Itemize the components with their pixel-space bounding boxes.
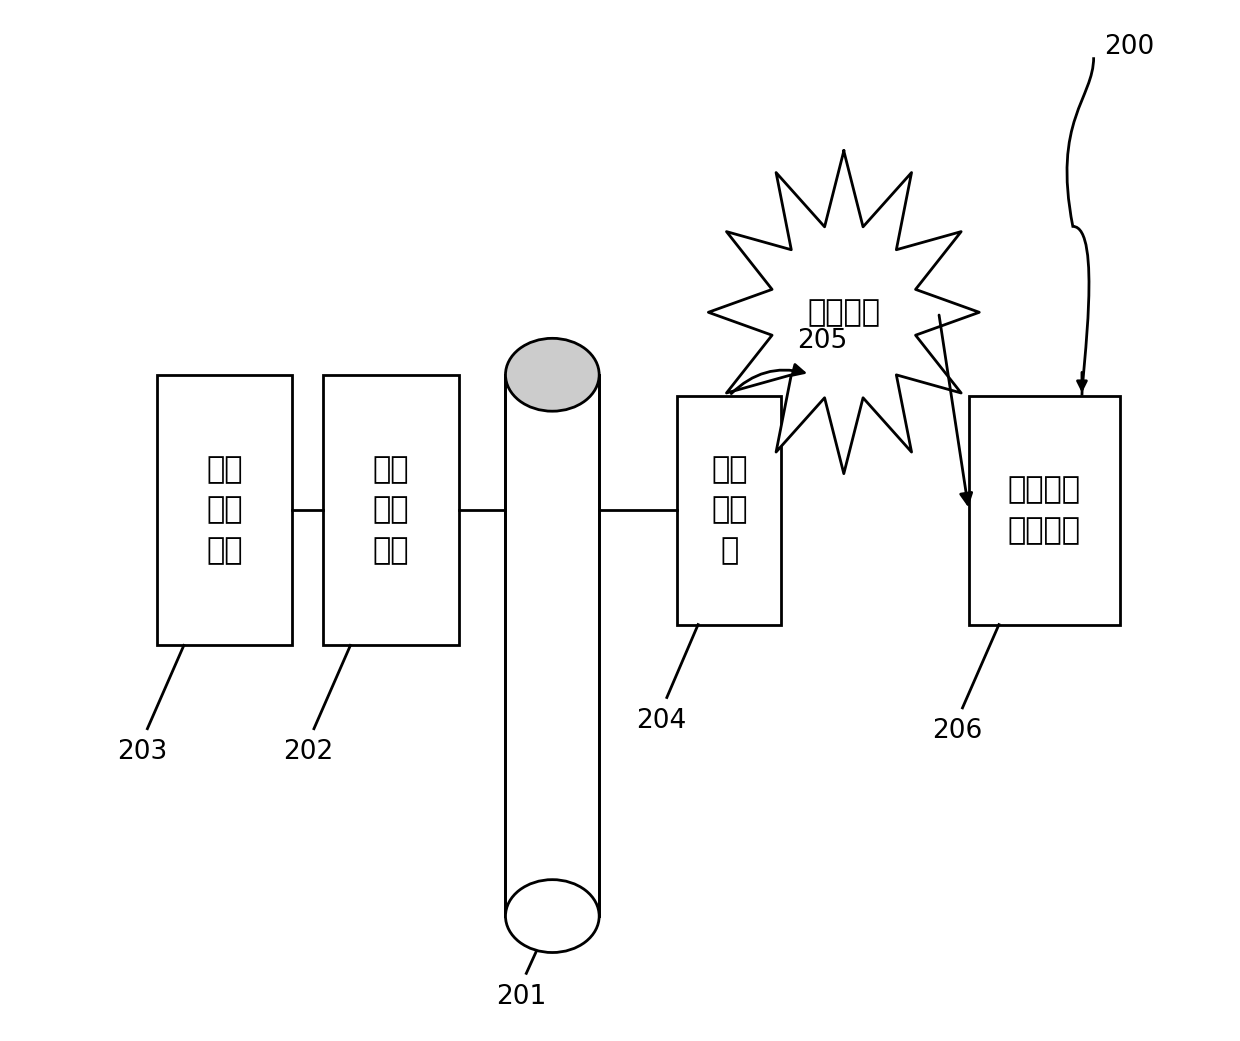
Ellipse shape — [506, 880, 599, 953]
Text: 204: 204 — [636, 708, 687, 734]
Bar — [324, 375, 459, 645]
Text: 真空
显示
仪表: 真空 显示 仪表 — [206, 455, 243, 565]
Bar — [677, 396, 781, 625]
Text: 203: 203 — [117, 739, 167, 765]
Text: 200: 200 — [1104, 34, 1154, 59]
Text: 202: 202 — [284, 739, 334, 765]
Polygon shape — [708, 151, 980, 474]
Bar — [968, 396, 1120, 625]
Ellipse shape — [506, 338, 599, 411]
Text: 206: 206 — [932, 718, 982, 744]
Text: 无线信号: 无线信号 — [807, 298, 880, 327]
Bar — [156, 375, 293, 645]
Bar — [506, 375, 599, 916]
Text: 无线
真空
规: 无线 真空 规 — [711, 455, 748, 565]
Text: 待校
准真
空规: 待校 准真 空规 — [373, 455, 409, 565]
Text: 无线真空
显示仪表: 无线真空 显示仪表 — [1008, 476, 1081, 544]
Text: 205: 205 — [797, 328, 847, 354]
Text: 201: 201 — [496, 984, 547, 1010]
